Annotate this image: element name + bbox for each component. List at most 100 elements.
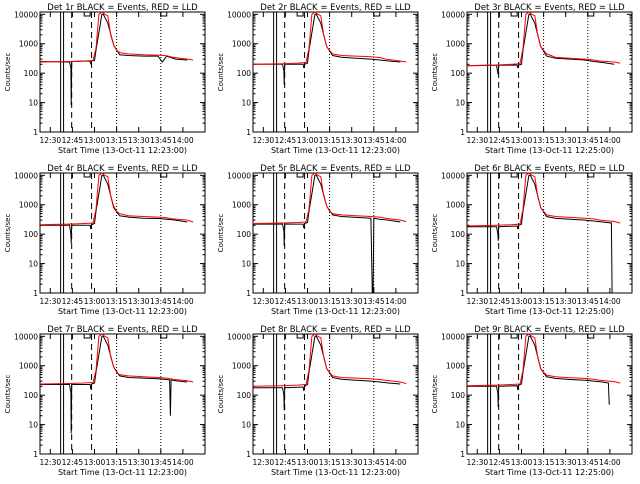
series-line-lld [252,333,407,387]
y-tick-label: 10 [241,260,251,269]
y-tick-label: 10000 [441,332,465,341]
top-marker [587,11,595,17]
chart-title: Det 2r BLACK = Events, RED = LLD [260,3,411,13]
x-tick-label: 13:30 [341,458,363,467]
x-tick-label: 12:30 [253,458,275,467]
chart-panel-8: Det 8r BLACK = Events, RED = LLD Counts/s… [217,325,419,477]
y-tick-label: 1000 [19,362,38,371]
plot-frame [39,333,206,455]
top-marker [373,172,381,178]
x-tick-label: 12:45 [62,136,84,145]
x-tick-label: 14:00 [172,136,194,145]
top-marker [296,172,304,178]
x-tick-label: 13:00 [511,458,533,467]
x-tick-label: 13:45 [363,458,385,467]
x-tick-label: 13:45 [577,297,599,306]
x-tick-label: 12:45 [62,458,84,467]
x-tick-label: 12:45 [275,297,297,306]
series-line-events [253,174,401,294]
top-marker [160,172,168,178]
chart-panel-2: Det 2r BLACK = Events, RED = LLD Counts/s… [217,3,419,155]
y-tick-label: 1000 [232,201,251,210]
top-marker [83,11,91,17]
top-marker [510,172,518,178]
x-tick-label: 13:00 [511,136,533,145]
x-tick-label: 13:15 [106,458,128,467]
x-tick-label: 12:30 [253,297,275,306]
x-tick-label: 13:15 [106,136,128,145]
y-tick-label: 1 [246,289,251,298]
x-tick-label: 13:30 [555,297,577,306]
series-line-lld [466,172,621,227]
y-tick-label: 10000 [441,171,465,180]
x-tick-label: 14:00 [172,297,194,306]
plot-frame [39,11,206,133]
x-axis-label: Start Time (13-Oct-11 12:23:00) [58,468,187,477]
x-tick-label: 13:45 [577,136,599,145]
y-tick-label: 1 [460,450,465,459]
top-marker [83,172,91,178]
top-marker [510,11,518,17]
x-tick-label: 12:30 [40,458,62,467]
chart-panel-9: Det 9r BLACK = Events, RED = LLD Counts/s… [431,325,633,477]
top-marker [296,11,304,17]
chart-panel-6: Det 6r BLACK = Events, RED = LLD Counts/s… [431,164,633,316]
top-marker [510,333,518,339]
y-tick-label: 100 [451,69,466,78]
chart-title: Det 9r BLACK = Events, RED = LLD [474,325,625,335]
series-line-events [40,335,188,434]
x-tick-label: 14:00 [172,458,194,467]
chart-title: Det 8r BLACK = Events, RED = LLD [260,325,411,335]
x-tick-label: 13:00 [84,136,106,145]
y-tick-label: 10 [28,260,38,269]
x-axis-label: Start Time (13-Oct-11 12:25:00) [485,146,614,155]
chart-title: Det 6r BLACK = Events, RED = LLD [474,164,625,174]
top-marker [83,333,91,339]
y-tick-label: 100 [24,69,39,78]
y-axis-label: Counts/sec [4,214,12,253]
y-tick-label: 10000 [14,171,38,180]
chart-panel-3: Det 3r BLACK = Events, RED = LLD Counts/s… [431,3,633,155]
y-tick-label: 10000 [441,10,465,19]
top-marker [296,333,304,339]
y-tick-label: 100 [237,230,252,239]
y-tick-label: 100 [237,69,252,78]
series-line-lld [252,11,407,65]
series-line-events [39,13,188,106]
x-tick-label: 13:15 [319,297,341,306]
x-tick-label: 12:30 [467,136,489,145]
y-axis-label: Counts/sec [217,214,225,253]
x-tick-label: 12:45 [275,136,297,145]
x-tick-label: 13:30 [555,136,577,145]
chart-panel-4: Det 4r BLACK = Events, RED = LLD Counts/s… [4,164,206,316]
y-tick-label: 10000 [227,171,251,180]
series-line-lld [39,172,194,226]
x-tick-label: 12:45 [275,458,297,467]
x-tick-label: 13:15 [106,297,128,306]
x-axis-label: Start Time (13-Oct-11 12:25:00) [485,307,614,316]
y-tick-label: 1000 [446,201,465,210]
y-tick-label: 10000 [14,332,38,341]
y-tick-label: 10 [28,421,38,430]
x-tick-label: 13:45 [150,458,172,467]
x-tick-label: 13:45 [577,458,599,467]
y-tick-label: 10 [241,421,251,430]
series-line-events [253,335,401,411]
x-tick-label: 13:00 [511,297,533,306]
plot-frame [252,333,419,455]
series-line-lld [466,333,621,387]
chart-title: Det 7r BLACK = Events, RED = LLD [47,325,198,335]
x-axis-label: Start Time (13-Oct-11 12:23:00) [271,307,400,316]
y-tick-label: 10 [455,260,465,269]
series-line-events [467,335,610,407]
y-axis-label: Counts/sec [431,53,439,92]
x-tick-label: 13:45 [150,136,172,145]
x-tick-label: 13:15 [319,458,341,467]
top-marker [160,11,168,17]
chart-panel-1: Det 1r BLACK = Events, RED = LLD Counts/s… [4,3,206,155]
x-axis-label: Start Time (13-Oct-11 12:23:00) [58,146,187,155]
x-axis-label: Start Time (13-Oct-11 12:23:00) [271,468,400,477]
y-tick-label: 1000 [446,40,465,49]
